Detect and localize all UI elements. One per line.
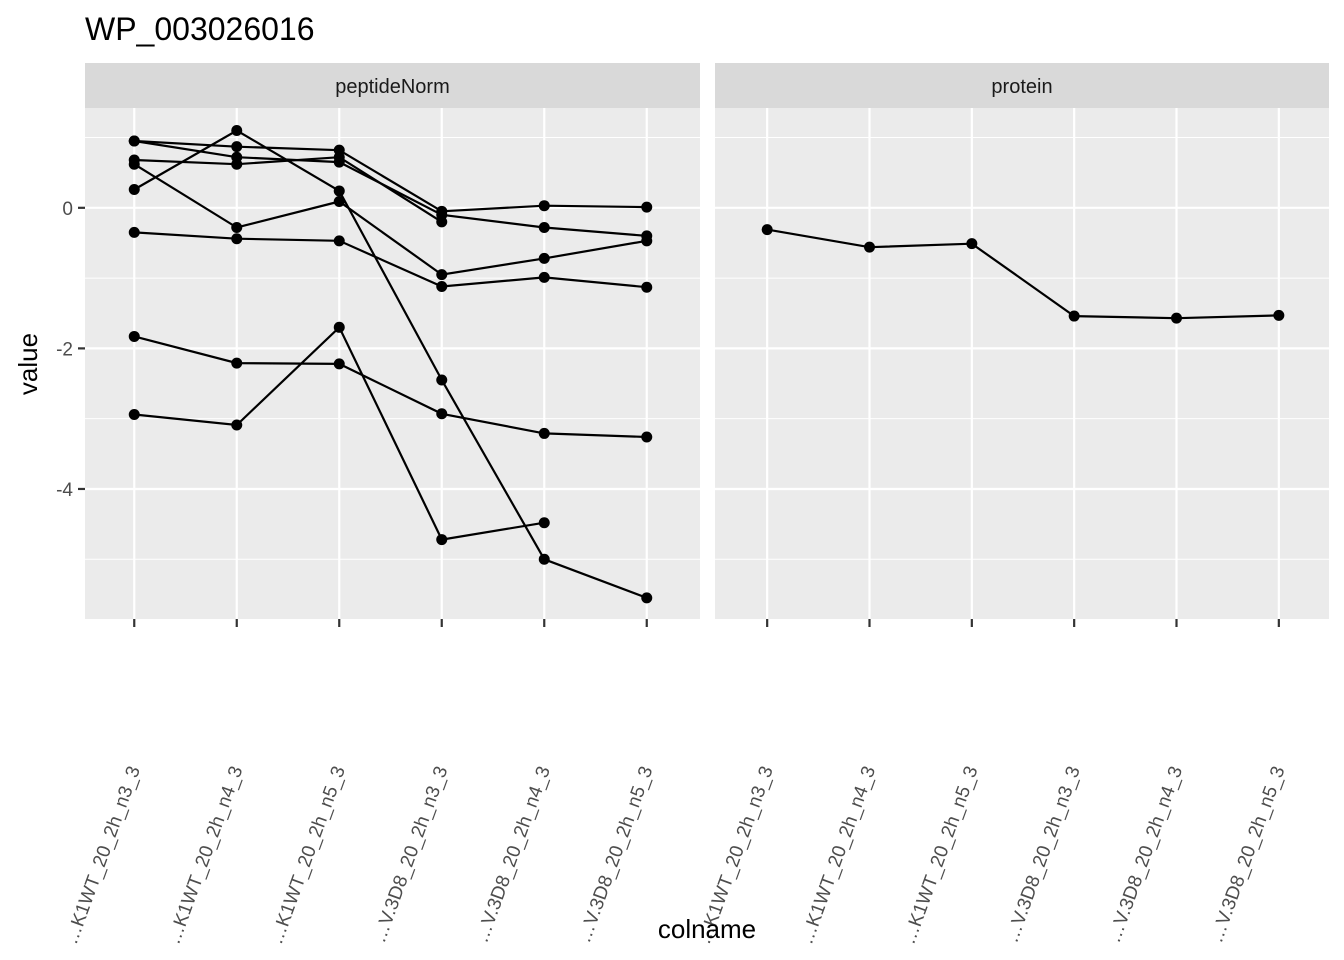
- series-1: [761, 224, 1285, 324]
- series-line: [133, 129, 648, 599]
- data-point: [231, 158, 243, 170]
- x-tick-label: …V.3D8_20_2h_n3_3: [1001, 764, 1084, 946]
- data-point: [231, 124, 243, 136]
- series-line: [133, 163, 647, 276]
- data-point: [436, 269, 448, 281]
- series-line: [134, 139, 647, 213]
- x-tick-label: …K1WT_20_2h_n5_3: [266, 764, 350, 948]
- data-point: [333, 321, 345, 333]
- x-tick-label: …V.3D8_20_2h_n5_3: [574, 764, 657, 946]
- data-point: [333, 185, 345, 197]
- y-tick-label: -2: [56, 339, 73, 360]
- data-point: [128, 330, 140, 342]
- series-7: [128, 330, 653, 443]
- data-point: [436, 216, 448, 228]
- x-axis-title: colname: [658, 914, 756, 944]
- data-point: [641, 235, 653, 247]
- series-line: [134, 335, 647, 439]
- data-point: [641, 201, 653, 213]
- data-point: [436, 408, 448, 420]
- data-point: [1273, 309, 1285, 321]
- data-point: [641, 431, 653, 443]
- x-tick-label: …V.3D8_20_2h_n4_3: [471, 764, 554, 946]
- data-point: [538, 271, 550, 283]
- data-point: [333, 358, 345, 370]
- data-point: [128, 408, 140, 420]
- panel-background: [715, 108, 1329, 619]
- data-point: [231, 357, 243, 369]
- data-point: [864, 241, 875, 253]
- data-point: [333, 235, 345, 247]
- data-point: [436, 205, 448, 217]
- data-point: [538, 553, 550, 565]
- panel-protein: protein…K1WT_20_2h_n3_3 …K1WT_20_2h_n4_3……: [694, 63, 1329, 947]
- data-point: [231, 233, 243, 245]
- data-point: [128, 135, 140, 147]
- x-tick-label: …K1WT_20_2h_n5_3: [898, 764, 982, 948]
- y-tick-label: 0: [62, 199, 73, 220]
- x-tick-label: …K1WT_20_2h_n3_3: [61, 764, 145, 948]
- strip-background: [85, 63, 700, 108]
- strip-background: [715, 63, 1329, 108]
- data-point: [1068, 310, 1080, 322]
- series-4: [128, 124, 653, 604]
- x-tick-label: …K1WT_20_2h_n4_3: [796, 764, 880, 948]
- data-point: [231, 141, 243, 153]
- data-point: [761, 224, 773, 236]
- series-5: [128, 158, 653, 281]
- data-point: [436, 534, 448, 546]
- data-point: [333, 195, 345, 207]
- panel-peptideNorm: peptideNorm…K1WT_20_2h_n3_3 …K1WT_20_2h_n…: [61, 63, 700, 947]
- data-point: [231, 419, 243, 431]
- y-axis: 0 -2 -4: [56, 199, 85, 501]
- data-point: [436, 281, 448, 293]
- data-point: [538, 252, 550, 264]
- data-point: [128, 184, 140, 196]
- series-6: [128, 226, 653, 293]
- x-tick-label: …V.3D8_20_2h_n5_3: [1206, 764, 1289, 946]
- x-tick-label: …V.3D8_20_2h_n3_3: [369, 764, 452, 946]
- data-point: [128, 158, 140, 170]
- data-point: [231, 221, 243, 233]
- series-line: [134, 231, 647, 289]
- x-tick-label: …V.3D8_20_2h_n4_3: [1104, 764, 1187, 946]
- series-8: [128, 321, 550, 546]
- panel-background: [85, 108, 700, 619]
- strip-label: peptideNorm: [335, 76, 450, 98]
- data-point: [641, 281, 653, 293]
- data-point: [966, 238, 978, 250]
- chart-title: WP_003026016: [85, 11, 315, 47]
- data-point: [641, 592, 653, 604]
- data-point: [128, 226, 140, 238]
- y-axis-title: value: [13, 333, 43, 395]
- x-tick-label: …K1WT_20_2h_n4_3: [163, 764, 247, 948]
- data-point: [538, 517, 550, 529]
- data-point: [538, 427, 550, 439]
- data-point: [538, 221, 550, 233]
- strip-label: protein: [991, 76, 1052, 98]
- series-line: [767, 228, 1279, 320]
- data-point: [538, 200, 550, 212]
- data-point: [333, 151, 345, 163]
- data-point: [1171, 312, 1182, 324]
- facet-panels: peptideNorm…K1WT_20_2h_n3_3 …K1WT_20_2h_n…: [61, 63, 1329, 947]
- data-point: [436, 374, 448, 386]
- y-tick-label: -4: [56, 480, 73, 501]
